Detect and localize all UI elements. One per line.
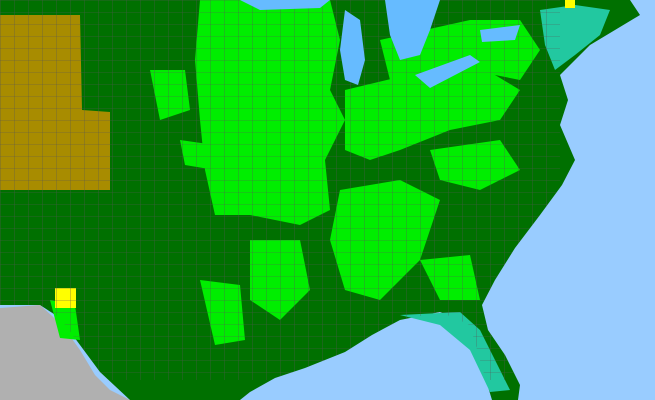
lake-erie — [415, 55, 480, 88]
county-grid — [0, 0, 560, 380]
lake-huron — [385, 0, 440, 60]
lake-ontario — [480, 25, 520, 42]
outside-region-mexico — [0, 305, 130, 400]
great-lakes — [240, 0, 520, 88]
lake-michigan — [340, 10, 365, 85]
lake-superior — [240, 0, 330, 10]
yellow-region-northeast — [565, 0, 575, 8]
